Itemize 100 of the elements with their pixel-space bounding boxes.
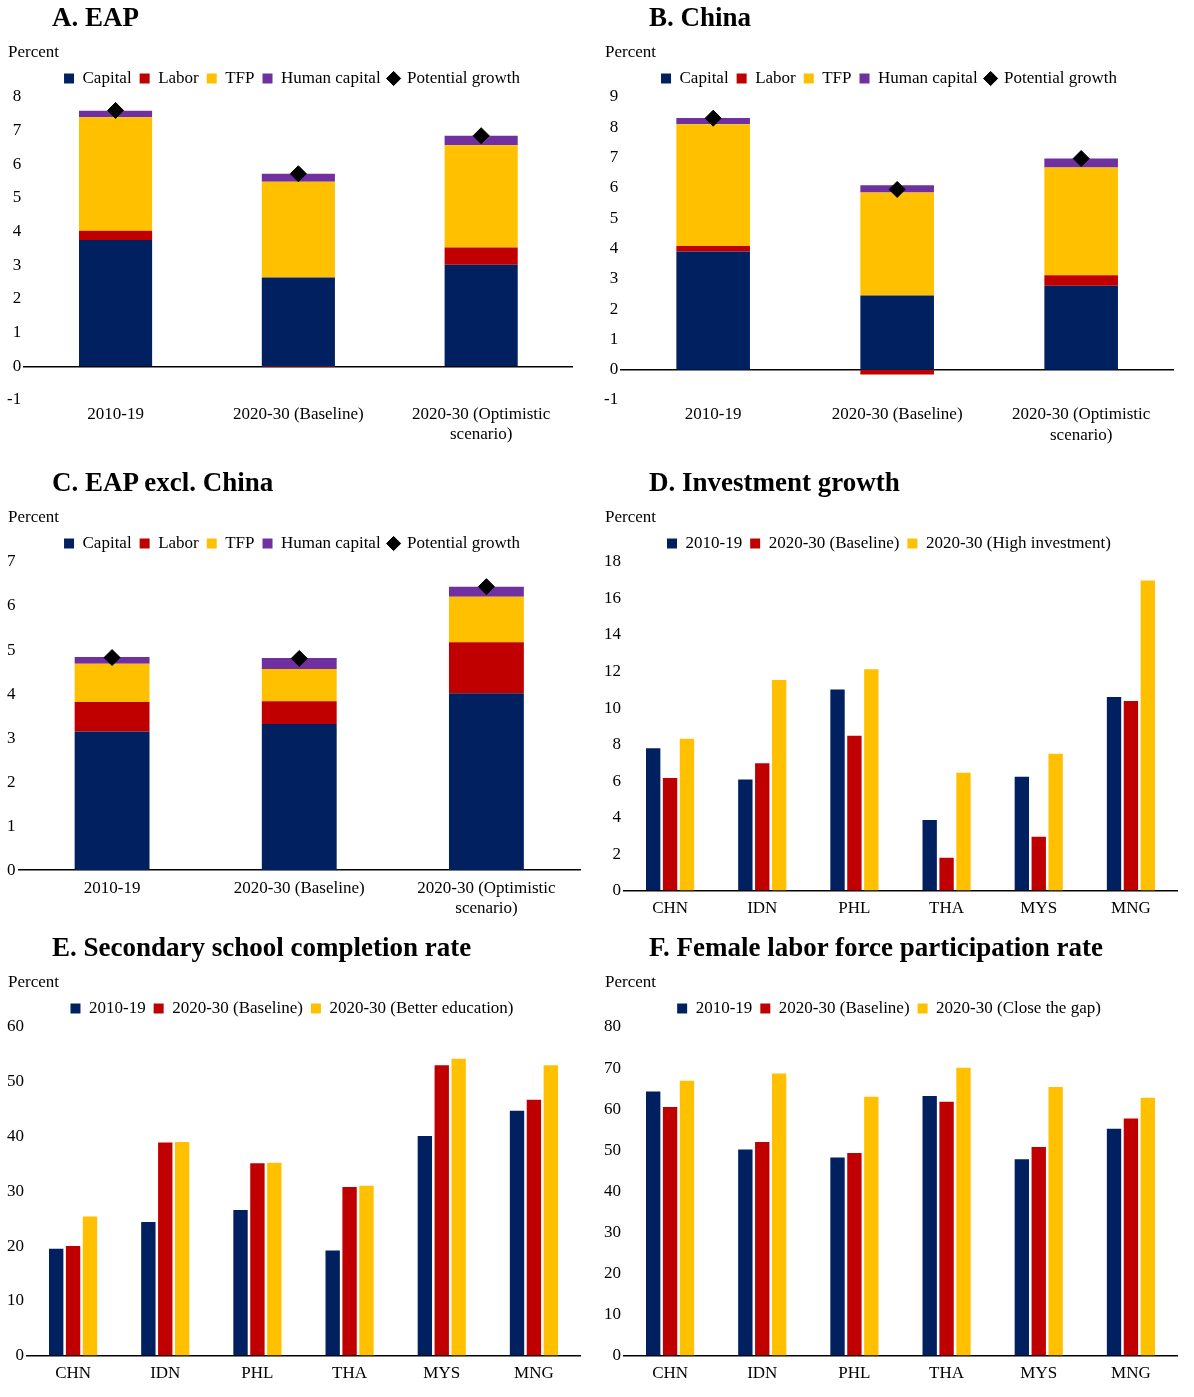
legend-label: 2020-30 (Baseline) [768, 532, 900, 552]
bar [65, 1246, 81, 1356]
bar [74, 702, 150, 732]
x-tick-label: 2010-19 [684, 404, 742, 424]
legend-label: TFP [225, 67, 255, 87]
y-tick-label: 20 [604, 1262, 621, 1282]
bar [79, 230, 153, 241]
chart-title: A. EAP [51, 1, 140, 34]
bar [444, 145, 518, 248]
bar [79, 117, 153, 231]
x-tick-label: MNG [1111, 898, 1151, 918]
bar [676, 246, 750, 252]
y-tick-label: 80 [604, 1016, 621, 1036]
y-tick-label: 1 [609, 328, 619, 348]
bar [956, 1067, 971, 1356]
bar [1044, 167, 1118, 276]
bar [1140, 580, 1155, 891]
y-tick-label: 60 [604, 1098, 621, 1118]
y-tick-label: 18 [604, 551, 621, 571]
legend-label: Capital [82, 67, 132, 87]
x-tick-label: IDN [747, 898, 778, 918]
y-tick-label: 0 [612, 1345, 621, 1365]
y-tick-label: 7 [609, 147, 619, 167]
bar [679, 738, 695, 891]
bar [267, 1162, 282, 1356]
bar [922, 819, 937, 891]
legend-label: 2010-19 [88, 997, 146, 1017]
chart-title: B. China [648, 1, 753, 34]
y-tick-label: 8 [609, 116, 619, 136]
legend-label: 2020-30 (Better education) [329, 997, 514, 1017]
y-tick-label: 3 [7, 727, 16, 747]
y-tick-label: 4 [609, 237, 619, 257]
legend-label: Human capital [281, 67, 381, 87]
bar [417, 1135, 433, 1356]
bar [860, 295, 934, 370]
legend-label: Potential growth [1004, 67, 1118, 87]
bar [662, 777, 678, 891]
bar [864, 669, 879, 891]
bar [261, 277, 335, 367]
bar [526, 1099, 542, 1356]
y-tick-label: 10 [604, 1303, 621, 1323]
x-tick-label: 2020-30 (Baseline) [232, 404, 364, 423]
bar [646, 1091, 661, 1356]
point [472, 127, 490, 145]
y-tick-label: 0 [7, 859, 16, 879]
bar [1140, 1097, 1155, 1356]
bar [261, 181, 335, 278]
bar [444, 264, 518, 367]
point [888, 180, 906, 198]
x-tick-label: IDN [747, 1363, 778, 1383]
x-tick-label: 2020-30 (Baseline) [233, 877, 365, 897]
point [290, 649, 308, 667]
bar [939, 1101, 954, 1356]
y-tick-label: 40 [604, 1180, 621, 1200]
x-tick-label: 2020-30 (Optimistic scenario) [417, 877, 557, 918]
legend-label: 2020-30 (Baseline) [778, 997, 910, 1017]
bar [755, 763, 770, 891]
bar [261, 668, 337, 702]
bar [1048, 1086, 1063, 1356]
y-tick-label: 10 [7, 1290, 24, 1310]
bar [956, 772, 971, 891]
bar [1044, 275, 1118, 286]
bar [830, 689, 845, 891]
legend-label: Capital [679, 67, 729, 87]
y-axis-title: Percent [605, 972, 656, 992]
bar [359, 1185, 374, 1356]
x-tick-label: THA [929, 1363, 965, 1383]
bar [74, 731, 150, 871]
x-tick-label: CHN [652, 898, 689, 918]
bar [49, 1248, 64, 1356]
y-tick-label: 4 [612, 807, 622, 827]
point [103, 649, 121, 667]
x-tick-label: CHN [55, 1363, 92, 1383]
bar [755, 1142, 770, 1356]
y-tick-label: 5 [609, 207, 619, 227]
bar [342, 1186, 357, 1356]
bar [1123, 701, 1139, 891]
bar [141, 1221, 156, 1356]
y-tick-label: 40 [7, 1126, 24, 1145]
y-tick-label: 20 [7, 1235, 24, 1255]
bar [434, 1065, 449, 1356]
y-tick-label: 5 [7, 639, 16, 659]
bar [860, 192, 934, 296]
y-axis-title: Percent [8, 972, 59, 992]
bar [676, 124, 750, 247]
x-tick-label: MYS [423, 1363, 461, 1383]
y-tick-label: 2 [7, 771, 16, 791]
bar [922, 1096, 937, 1356]
x-tick-label: 2020-30 (Optimistic scenario) [1011, 404, 1151, 444]
point [704, 109, 722, 127]
x-tick-label: IDN [150, 1363, 181, 1383]
y-axis-title: Percent [8, 42, 59, 62]
y-tick-label: 70 [604, 1057, 621, 1077]
y-tick-label: 12 [604, 661, 621, 680]
y-tick-label: 8 [12, 86, 22, 106]
y-tick-label: 1 [12, 322, 22, 342]
chart-title: C. EAP excl. China [51, 466, 275, 499]
legend-label: 2010-19 [695, 997, 753, 1017]
bar [830, 1157, 845, 1356]
legend-label: 2020-30 (Close the gap) [936, 997, 1101, 1017]
